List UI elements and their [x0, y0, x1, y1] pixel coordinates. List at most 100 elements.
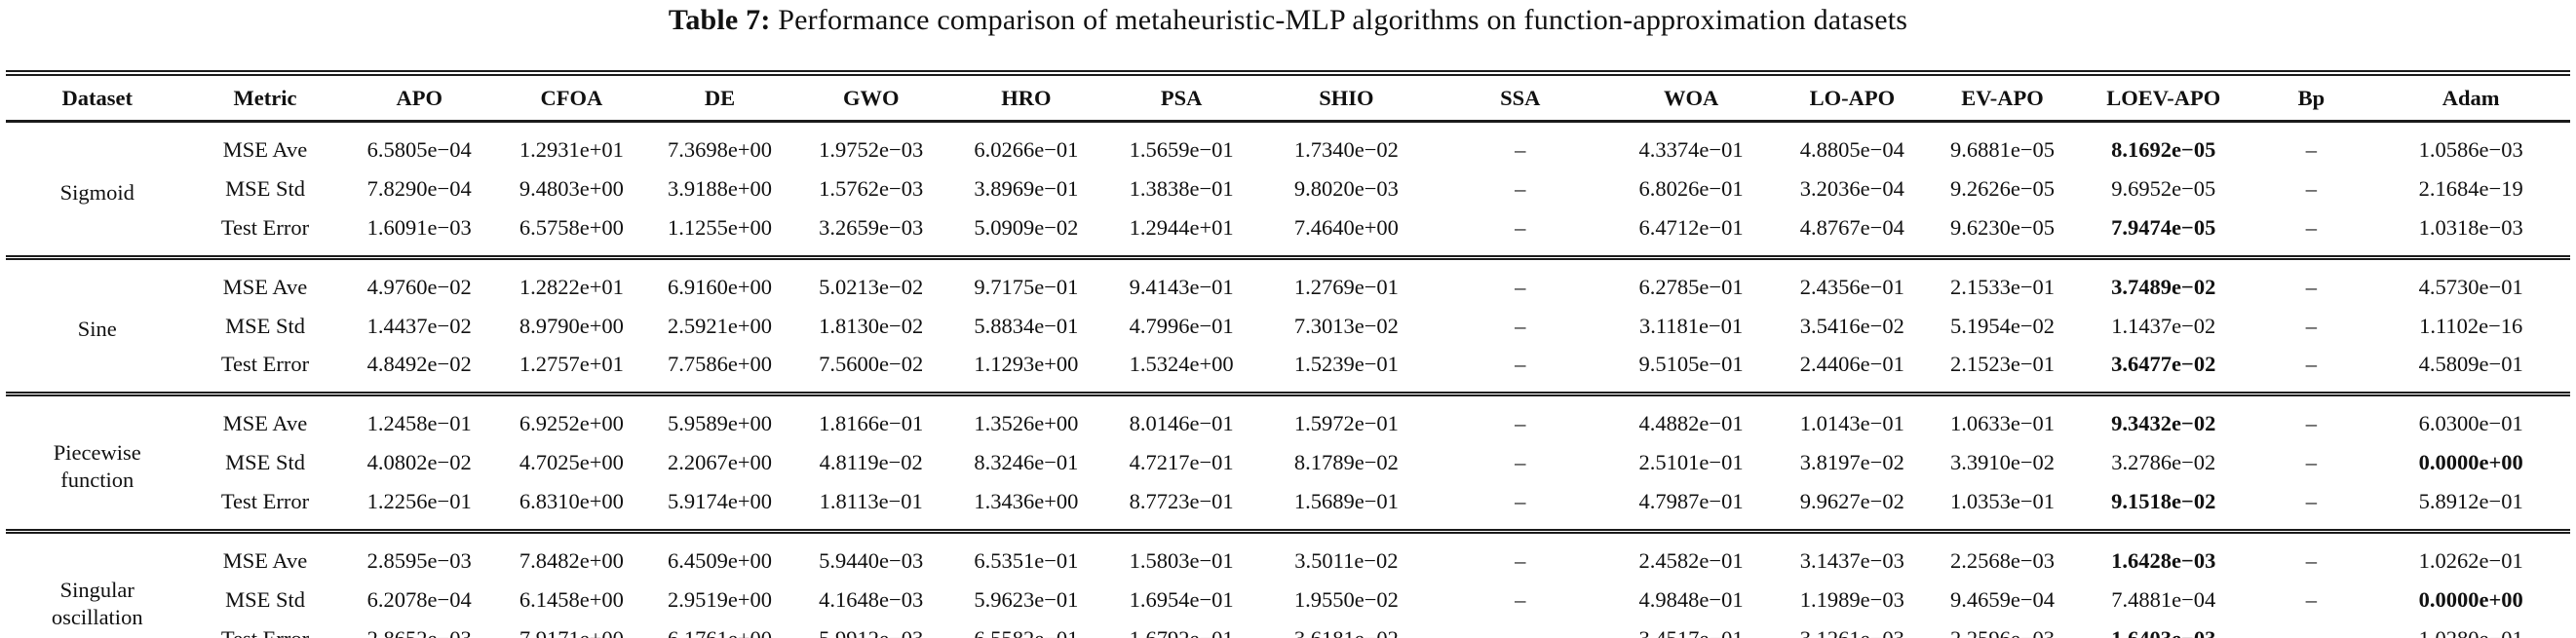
value-cell: 4.5809e−01	[2418, 352, 2523, 377]
value-cell: –	[1515, 313, 1526, 338]
value-cell: 1.0143e−01	[1775, 392, 1929, 444]
value-cell: 1.1255e+00	[668, 214, 773, 240]
value-cell: 3.6477e−02	[2111, 352, 2216, 377]
table-row: Test Error2.8652e−037.9171e+006.1761e+00…	[6, 619, 2570, 638]
value-cell: 3.4517e−01	[1606, 619, 1775, 638]
value-cell: –	[2305, 352, 2318, 377]
value-cell: 9.6952e−05	[2111, 175, 2216, 201]
value-cell: 9.7175e−01	[948, 254, 1104, 307]
column-header-bp: Bp	[2250, 70, 2372, 123]
value-cell: 1.2256e−01	[366, 489, 472, 513]
value-cell: 2.1684e−19	[2418, 175, 2523, 201]
value-cell: 1.6792e−01	[1104, 619, 1259, 638]
value-cell: 5.9912e−03	[793, 619, 948, 638]
value-cell: 1.5803e−01	[1103, 528, 1259, 581]
table-row: Test Error 1.2256e−01 6.8310e+00 5.9174e+00…	[6, 482, 2570, 531]
metric-label: MSE Ave	[188, 254, 342, 307]
column-header-gwo: GWO	[793, 70, 949, 123]
value-cell: –	[1515, 352, 1526, 377]
value-cell: 4.1648e−03	[819, 586, 924, 612]
column-header-de: DE	[645, 70, 794, 123]
value-cell: 6.4509e+00	[645, 528, 794, 581]
value-cell: 5.8834e−01	[974, 313, 1079, 338]
metric-label: Test Error	[220, 352, 310, 377]
header-row: Dataset Metric APO CFOA DE GWO HRO PSA SHIO SSA WO…	[6, 70, 2570, 123]
metric-label: MSE Std	[225, 313, 305, 338]
column-header-cfoa: CFOA	[496, 70, 646, 123]
metric-label: Test Error	[220, 214, 310, 240]
value-cell: 7.3013e−02	[1293, 313, 1399, 338]
value-cell: 9.5105e−01	[1638, 352, 1744, 377]
column-header-woa: WOA	[1606, 70, 1776, 123]
value-cell: 1.2769e−01	[1258, 254, 1435, 307]
value-cell: 0.0000e+00	[2418, 450, 2523, 475]
value-cell: 4.8767e−04	[1799, 214, 1904, 240]
value-cell: –	[1434, 619, 1606, 638]
value-cell: 6.4712e−01	[1638, 214, 1744, 240]
value-cell: –	[1515, 214, 1526, 240]
value-cell: 8.9790e+00	[519, 313, 624, 338]
value-cell: 3.8197e−02	[1799, 450, 1904, 475]
value-cell: 1.1102e−16	[2419, 313, 2523, 338]
value-cell: 4.7025e+00	[519, 450, 624, 475]
value-cell: 1.2757e+01	[519, 352, 624, 377]
value-cell: –	[1434, 528, 1607, 581]
value-cell: 3.1437e−03	[1775, 528, 1929, 581]
value-cell: 1.3436e+00	[974, 489, 1079, 513]
value-cell: 2.4356e−01	[1775, 254, 1929, 307]
dataset-label: Piecewise function	[6, 392, 189, 532]
value-cell: 4.3374e−01	[1638, 137, 1744, 162]
table-row: Test Error 4.8492e−02 1.2757e+01 7.7586e+00…	[6, 345, 2570, 394]
value-cell: 1.2458e−01	[341, 392, 497, 444]
value-cell: 1.8130e−02	[819, 313, 924, 338]
value-cell: –	[2305, 137, 2318, 162]
value-cell: 7.3698e+00	[668, 137, 773, 162]
value-cell: 5.9589e+00	[645, 392, 794, 444]
value-cell: 8.7723e−01	[1129, 489, 1234, 513]
value-cell: 4.4882e−01	[1606, 392, 1776, 444]
value-cell: 9.4143e−01	[1103, 254, 1259, 307]
value-cell: 7.9171e+00	[497, 619, 646, 638]
value-cell: 3.9188e+00	[668, 175, 773, 201]
value-cell: 1.2822e+01	[496, 254, 646, 307]
table-row: MSE Std 1.4437e−02 8.9790e+00 2.5921e+00 1.8…	[6, 307, 2570, 346]
metric-label: Test Error	[188, 619, 341, 638]
value-cell: –	[2250, 619, 2371, 638]
value-cell: 9.4659e−04	[1949, 586, 2056, 612]
results-table: Dataset Metric APO CFOA DE GWO HRO PSA SHIO SSA WO…	[6, 70, 2570, 638]
metric-label: MSE Ave	[222, 137, 308, 162]
value-cell: 8.1692e−05	[2111, 137, 2216, 162]
value-cell: –	[1515, 586, 1526, 612]
value-cell: 2.2596e−03	[1929, 619, 2076, 638]
value-cell: 3.2659e−03	[819, 214, 924, 240]
value-cell: 1.3838e−01	[1129, 175, 1234, 201]
dataset-group-singular-oscillation: Singular oscillation MSE Ave 2.8595e−03 7.8…	[6, 528, 2570, 638]
value-cell: 5.1954e−02	[1949, 313, 2056, 338]
value-cell: 9.8020e−03	[1293, 175, 1399, 201]
value-cell: 3.8969e−01	[974, 175, 1079, 201]
value-cell: 1.0633e−01	[1928, 392, 2077, 444]
metric-label: MSE Ave	[188, 392, 342, 444]
value-cell: 9.4803e+00	[519, 175, 624, 201]
value-cell: 5.9174e+00	[668, 489, 773, 513]
value-cell: 5.9440e−03	[793, 528, 949, 581]
value-cell: 4.7987e−01	[1638, 489, 1744, 513]
value-cell: –	[1515, 450, 1526, 475]
value-cell: 2.8595e−03	[341, 528, 497, 581]
value-cell: 3.2036e−04	[1799, 175, 1904, 201]
value-cell: 1.5239e−01	[1293, 352, 1399, 377]
value-cell: 1.9752e−03	[819, 137, 924, 162]
value-cell: 5.0909e−02	[974, 214, 1079, 240]
value-cell: 6.5805e−04	[366, 137, 472, 162]
value-cell: 2.4582e−01	[1606, 528, 1776, 581]
value-cell: 6.9252e+00	[496, 392, 646, 444]
value-cell: 8.3246e−01	[974, 450, 1079, 475]
column-header-apo: APO	[341, 70, 497, 123]
value-cell: 2.1523e−01	[1949, 352, 2056, 377]
value-cell: 6.5351e−01	[948, 528, 1104, 581]
column-header-lo-apo: LO-APO	[1775, 70, 1929, 123]
value-cell: 6.5758e+00	[519, 214, 624, 240]
value-cell: 9.6881e−05	[1949, 137, 2056, 162]
value-cell: 6.9160e+00	[645, 254, 794, 307]
table-caption-label: Table 7:	[668, 4, 771, 36]
